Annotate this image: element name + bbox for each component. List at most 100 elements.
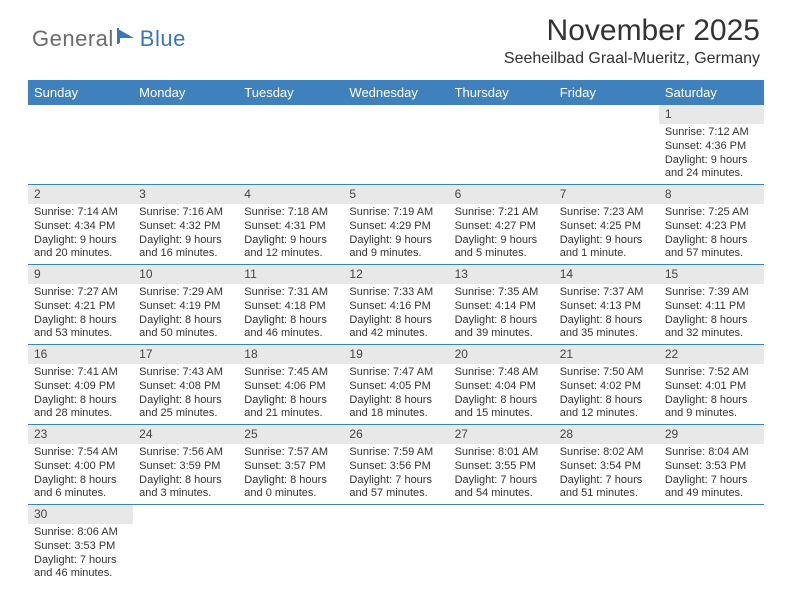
- cell-line: Daylight: 9 hours: [455, 234, 548, 248]
- cell-line: and 32 minutes.: [665, 327, 758, 341]
- cell-line: Sunrise: 7:35 AM: [455, 286, 548, 300]
- cell-line: Daylight: 8 hours: [244, 474, 337, 488]
- cell-line: and 0 minutes.: [244, 487, 337, 501]
- cell-line: Sunset: 4:13 PM: [560, 300, 653, 314]
- cell-line: Daylight: 9 hours: [34, 234, 127, 248]
- cell-line: Daylight: 9 hours: [244, 234, 337, 248]
- header: General Blue November 2025 Seeheilbad Gr…: [0, 0, 792, 74]
- week-row: 9Sunrise: 7:27 AMSunset: 4:21 PMDaylight…: [28, 265, 764, 345]
- day-number: 25: [238, 425, 343, 444]
- cell-line: and 21 minutes.: [244, 407, 337, 421]
- day-number: 7: [554, 185, 659, 204]
- calendar-cell: 3Sunrise: 7:16 AMSunset: 4:32 PMDaylight…: [133, 185, 238, 264]
- cell-line: Sunrise: 7:21 AM: [455, 206, 548, 220]
- calendar-cell: 27Sunrise: 8:01 AMSunset: 3:55 PMDayligh…: [449, 425, 554, 504]
- day-number: 11: [238, 265, 343, 284]
- cell-line: Sunrise: 7:39 AM: [665, 286, 758, 300]
- calendar-cell: 23Sunrise: 7:54 AMSunset: 4:00 PMDayligh…: [28, 425, 133, 504]
- cell-content: Sunrise: 7:41 AMSunset: 4:09 PMDaylight:…: [28, 364, 133, 424]
- cell-line: Sunset: 4:06 PM: [244, 380, 337, 394]
- calendar-cell: [133, 105, 238, 184]
- calendar-cell: [238, 105, 343, 184]
- cell-content: Sunrise: 7:43 AMSunset: 4:08 PMDaylight:…: [133, 364, 238, 424]
- day-number: 2: [28, 185, 133, 204]
- cell-content: Sunrise: 7:27 AMSunset: 4:21 PMDaylight:…: [28, 284, 133, 344]
- cell-line: Daylight: 7 hours: [560, 474, 653, 488]
- cell-line: Daylight: 8 hours: [34, 394, 127, 408]
- calendar-cell: [343, 105, 448, 184]
- week-row: 1Sunrise: 7:12 AMSunset: 4:36 PMDaylight…: [28, 105, 764, 185]
- month-title: November 2025: [504, 14, 760, 48]
- cell-line: Daylight: 8 hours: [139, 314, 232, 328]
- cell-content: Sunrise: 8:04 AMSunset: 3:53 PMDaylight:…: [659, 444, 764, 504]
- day-number: 29: [659, 425, 764, 444]
- cell-line: Sunset: 3:54 PM: [560, 460, 653, 474]
- calendar-cell: 12Sunrise: 7:33 AMSunset: 4:16 PMDayligh…: [343, 265, 448, 344]
- calendar-cell: [449, 105, 554, 184]
- cell-line: Daylight: 9 hours: [139, 234, 232, 248]
- cell-content: Sunrise: 8:06 AMSunset: 3:53 PMDaylight:…: [28, 524, 133, 584]
- cell-line: Sunrise: 8:02 AM: [560, 446, 653, 460]
- cell-line: Sunset: 4:25 PM: [560, 220, 653, 234]
- calendar-cell: 10Sunrise: 7:29 AMSunset: 4:19 PMDayligh…: [133, 265, 238, 344]
- calendar-cell: 6Sunrise: 7:21 AMSunset: 4:27 PMDaylight…: [449, 185, 554, 264]
- calendar-cell: 17Sunrise: 7:43 AMSunset: 4:08 PMDayligh…: [133, 345, 238, 424]
- cell-line: and 5 minutes.: [455, 247, 548, 261]
- cell-line: Sunset: 3:59 PM: [139, 460, 232, 474]
- cell-line: Daylight: 9 hours: [349, 234, 442, 248]
- calendar-cell: 28Sunrise: 8:02 AMSunset: 3:54 PMDayligh…: [554, 425, 659, 504]
- day-number: 27: [449, 425, 554, 444]
- cell-line: and 9 minutes.: [665, 407, 758, 421]
- cell-line: and 50 minutes.: [139, 327, 232, 341]
- cell-line: Sunrise: 7:52 AM: [665, 366, 758, 380]
- title-block: November 2025 Seeheilbad Graal-Mueritz, …: [504, 14, 760, 68]
- cell-line: and 9 minutes.: [349, 247, 442, 261]
- cell-line: Daylight: 8 hours: [665, 394, 758, 408]
- cell-line: and 6 minutes.: [34, 487, 127, 501]
- calendar-cell: 30Sunrise: 8:06 AMSunset: 3:53 PMDayligh…: [28, 505, 133, 584]
- cell-line: Sunset: 4:16 PM: [349, 300, 442, 314]
- cell-line: and 28 minutes.: [34, 407, 127, 421]
- cell-line: Sunset: 4:27 PM: [455, 220, 548, 234]
- calendar-cell: 20Sunrise: 7:48 AMSunset: 4:04 PMDayligh…: [449, 345, 554, 424]
- day-number: 23: [28, 425, 133, 444]
- day-number: 3: [133, 185, 238, 204]
- calendar-cell: 8Sunrise: 7:25 AMSunset: 4:23 PMDaylight…: [659, 185, 764, 264]
- cell-line: Sunrise: 7:45 AM: [244, 366, 337, 380]
- calendar-cell: 11Sunrise: 7:31 AMSunset: 4:18 PMDayligh…: [238, 265, 343, 344]
- cell-line: Sunrise: 8:06 AM: [34, 526, 127, 540]
- cell-line: Daylight: 8 hours: [665, 314, 758, 328]
- week-row: 16Sunrise: 7:41 AMSunset: 4:09 PMDayligh…: [28, 345, 764, 425]
- cell-line: Sunrise: 8:04 AM: [665, 446, 758, 460]
- cell-line: and 46 minutes.: [244, 327, 337, 341]
- cell-content: Sunrise: 7:31 AMSunset: 4:18 PMDaylight:…: [238, 284, 343, 344]
- day-number: 1: [659, 105, 764, 124]
- cell-line: Sunset: 3:53 PM: [34, 540, 127, 554]
- cell-line: and 46 minutes.: [34, 567, 127, 581]
- cell-line: and 25 minutes.: [139, 407, 232, 421]
- day-number: 5: [343, 185, 448, 204]
- calendar-cell: 13Sunrise: 7:35 AMSunset: 4:14 PMDayligh…: [449, 265, 554, 344]
- day-number: 20: [449, 345, 554, 364]
- cell-line: Sunrise: 7:27 AM: [34, 286, 127, 300]
- cell-line: Sunset: 4:18 PM: [244, 300, 337, 314]
- day-number: 26: [343, 425, 448, 444]
- cell-line: Sunrise: 7:56 AM: [139, 446, 232, 460]
- calendar-cell: [133, 505, 238, 584]
- cell-line: Sunset: 3:53 PM: [665, 460, 758, 474]
- calendar-cell: 24Sunrise: 7:56 AMSunset: 3:59 PMDayligh…: [133, 425, 238, 504]
- cell-line: Sunrise: 7:31 AM: [244, 286, 337, 300]
- cell-content: Sunrise: 7:39 AMSunset: 4:11 PMDaylight:…: [659, 284, 764, 344]
- cell-line: Daylight: 8 hours: [244, 314, 337, 328]
- cell-line: Sunrise: 7:33 AM: [349, 286, 442, 300]
- cell-content: Sunrise: 7:45 AMSunset: 4:06 PMDaylight:…: [238, 364, 343, 424]
- cell-content: Sunrise: 7:50 AMSunset: 4:02 PMDaylight:…: [554, 364, 659, 424]
- week-row: 30Sunrise: 8:06 AMSunset: 3:53 PMDayligh…: [28, 505, 764, 584]
- cell-line: Daylight: 8 hours: [139, 474, 232, 488]
- day-header: Monday: [133, 80, 238, 105]
- cell-content: Sunrise: 7:18 AMSunset: 4:31 PMDaylight:…: [238, 204, 343, 264]
- cell-content: Sunrise: 7:52 AMSunset: 4:01 PMDaylight:…: [659, 364, 764, 424]
- cell-line: Sunset: 4:19 PM: [139, 300, 232, 314]
- day-number: 10: [133, 265, 238, 284]
- cell-line: and 1 minute.: [560, 247, 653, 261]
